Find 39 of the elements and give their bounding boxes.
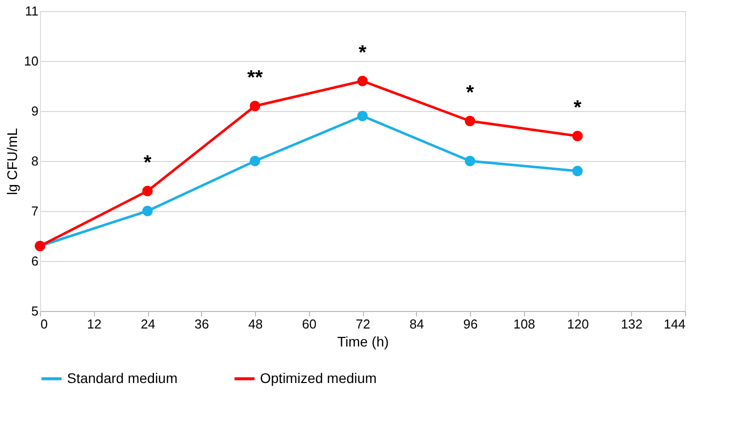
annotation: * [358, 42, 367, 64]
point [464, 156, 476, 166]
legend-label: Standard medium [67, 370, 178, 386]
x-tick-label: 132 [620, 316, 643, 332]
point [250, 100, 260, 112]
point [142, 206, 153, 216]
point [357, 76, 368, 86]
x-tick-label: 84 [410, 316, 424, 332]
point [464, 116, 476, 126]
y-tick-label: 11 [25, 4, 38, 18]
point [357, 110, 368, 122]
legend-label: Optimized medium [260, 370, 377, 386]
annotation: ** [247, 67, 263, 89]
annotation: * [466, 82, 474, 104]
y-tick-label: 5 [31, 304, 38, 318]
annotation: * [144, 152, 152, 174]
x-tick-label: 144 [664, 316, 686, 332]
point [572, 130, 583, 142]
y-tick-label: 10 [24, 54, 38, 68]
y-axis-title: lg CFU/mL [4, 128, 20, 195]
y-tick-label: 6 [31, 254, 38, 268]
x-axis-title: Time (h) [337, 334, 389, 350]
x-tick-label: 0 [40, 316, 48, 332]
x-tick-label: 120 [567, 316, 589, 332]
point [250, 156, 260, 166]
x-tick-label: 12 [87, 316, 102, 332]
x-tick-label: 96 [463, 316, 478, 332]
x-tick-label: 36 [194, 316, 209, 332]
y-tick-label: 7 [31, 204, 38, 218]
x-tick-label: 24 [140, 316, 156, 332]
point [142, 186, 153, 196]
annotation: * [574, 97, 582, 119]
x-tick-label: 108 [513, 316, 536, 332]
y-tick-label: 8 [31, 154, 38, 168]
y-tick-label: 9 [31, 104, 38, 118]
x-tick-label: 60 [302, 316, 316, 332]
x-tick-label: 48 [248, 316, 263, 332]
x-tick-label: 72 [356, 316, 370, 332]
point [572, 166, 583, 176]
